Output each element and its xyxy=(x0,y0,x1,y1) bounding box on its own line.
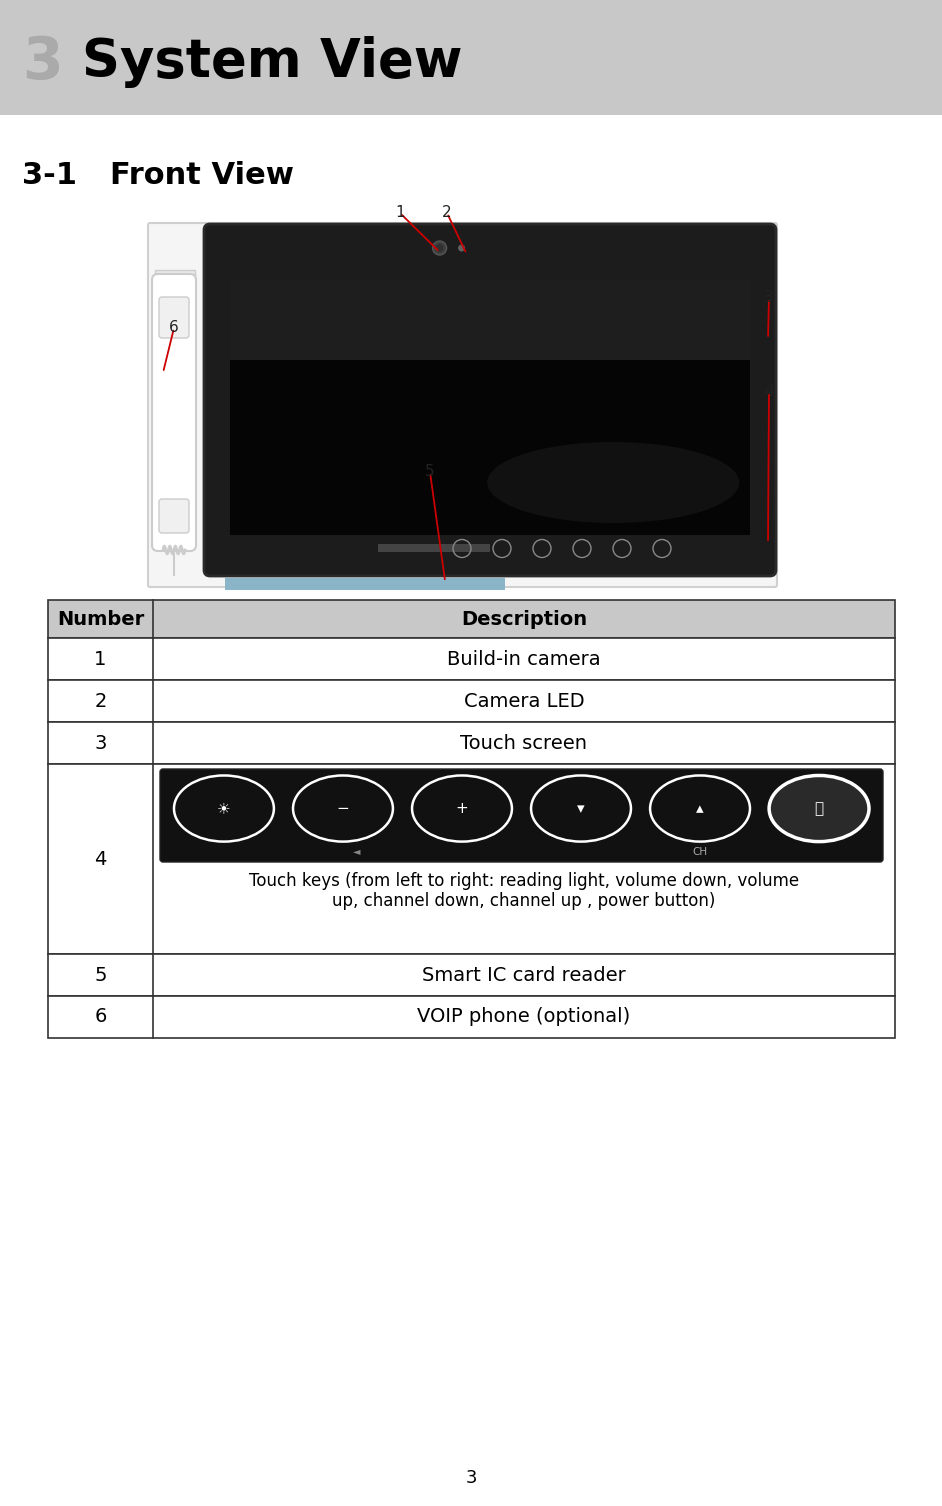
Bar xyxy=(48,639,895,681)
Text: 5: 5 xyxy=(425,464,435,479)
Bar xyxy=(0,0,942,114)
Text: VOIP phone (optional): VOIP phone (optional) xyxy=(417,1008,630,1027)
Text: up, channel down, channel up , power button): up, channel down, channel up , power but… xyxy=(333,892,716,910)
Bar xyxy=(48,681,895,721)
Bar xyxy=(230,280,750,360)
Text: Number: Number xyxy=(57,610,144,628)
Text: Front View: Front View xyxy=(110,161,294,190)
FancyBboxPatch shape xyxy=(159,498,189,533)
Text: ▴: ▴ xyxy=(696,801,704,816)
Text: ▾: ▾ xyxy=(577,801,585,816)
Text: 3-1: 3-1 xyxy=(22,161,77,190)
Bar xyxy=(48,764,895,953)
FancyBboxPatch shape xyxy=(204,224,776,575)
Circle shape xyxy=(435,244,444,252)
Bar xyxy=(225,578,505,590)
Text: 6: 6 xyxy=(170,319,179,334)
Text: 2: 2 xyxy=(442,205,452,220)
Text: 4: 4 xyxy=(764,384,773,399)
Text: Build-in camera: Build-in camera xyxy=(447,649,601,669)
Text: −: − xyxy=(336,801,349,816)
Text: 4: 4 xyxy=(94,849,106,869)
Bar xyxy=(230,280,750,550)
Ellipse shape xyxy=(769,776,869,842)
Text: Touch keys (from left to right: reading light, volume down, volume: Touch keys (from left to right: reading … xyxy=(249,872,799,890)
Text: 2: 2 xyxy=(94,691,106,711)
Text: Smart IC card reader: Smart IC card reader xyxy=(422,965,625,985)
Text: 3: 3 xyxy=(465,1468,477,1486)
Text: 3: 3 xyxy=(764,291,774,306)
Text: 6: 6 xyxy=(94,1008,106,1027)
Ellipse shape xyxy=(487,441,739,523)
Text: 3: 3 xyxy=(94,733,106,753)
Text: 1: 1 xyxy=(396,205,405,220)
Text: CH: CH xyxy=(692,846,707,857)
Text: Touch screen: Touch screen xyxy=(461,733,588,753)
Text: System View: System View xyxy=(82,36,463,87)
Text: 5: 5 xyxy=(94,965,106,985)
Text: ◄: ◄ xyxy=(353,846,361,857)
Bar xyxy=(48,721,895,764)
Text: Description: Description xyxy=(461,610,587,628)
Bar xyxy=(230,535,750,562)
Circle shape xyxy=(432,241,447,255)
Text: Camera LED: Camera LED xyxy=(463,691,584,711)
Text: ⏻: ⏻ xyxy=(815,801,823,816)
Circle shape xyxy=(458,244,465,252)
Bar xyxy=(48,995,895,1038)
FancyBboxPatch shape xyxy=(152,274,196,551)
FancyBboxPatch shape xyxy=(148,223,777,587)
Bar xyxy=(48,599,895,639)
Text: 3: 3 xyxy=(22,33,62,90)
FancyBboxPatch shape xyxy=(159,297,189,337)
Bar xyxy=(378,544,490,553)
Bar xyxy=(155,270,195,520)
FancyBboxPatch shape xyxy=(160,770,883,861)
Text: +: + xyxy=(456,801,468,816)
Bar xyxy=(48,953,895,995)
Text: 1: 1 xyxy=(94,649,106,669)
Text: ☀: ☀ xyxy=(218,801,231,816)
